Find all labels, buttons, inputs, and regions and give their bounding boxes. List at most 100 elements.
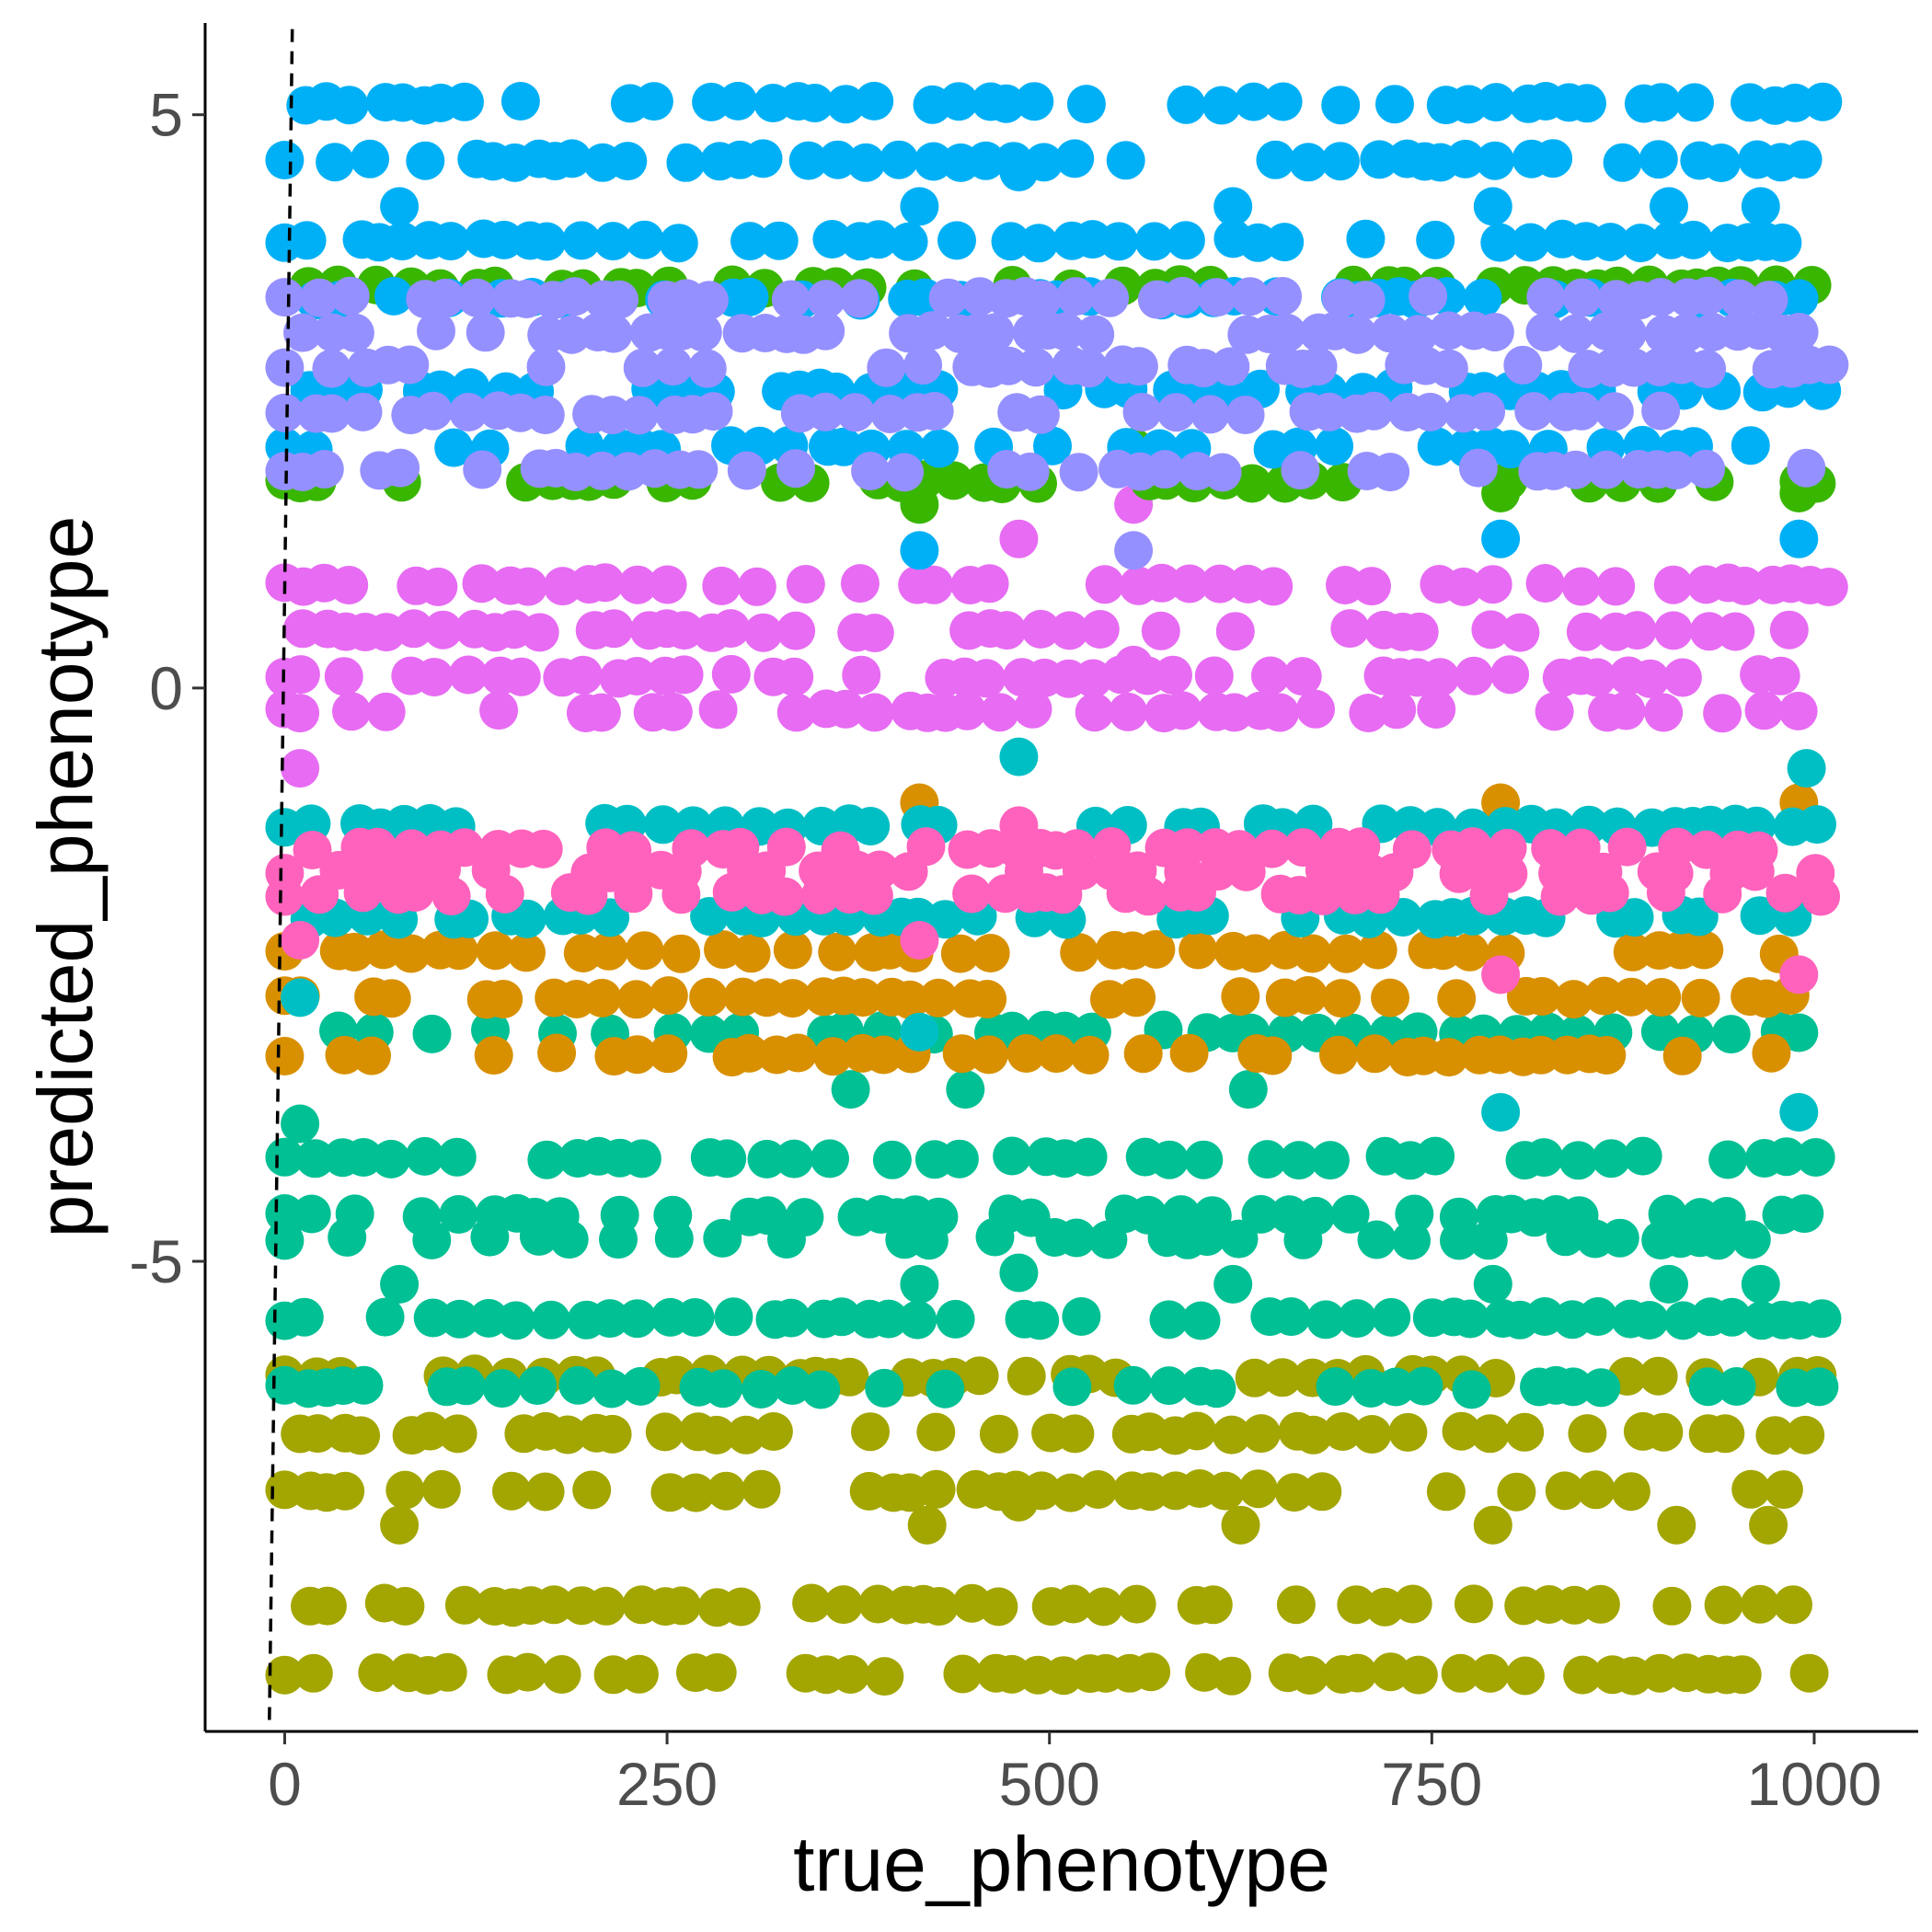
data-point — [1360, 140, 1399, 179]
data-point — [1084, 1587, 1123, 1627]
outlier-point — [900, 1264, 939, 1304]
data-point — [600, 280, 638, 319]
data-point — [731, 934, 771, 973]
series-2 — [265, 783, 1819, 1077]
data-point — [1707, 1197, 1746, 1236]
data-point — [775, 1139, 814, 1179]
data-point — [1558, 1141, 1598, 1180]
data-point — [525, 396, 565, 434]
data-point — [1267, 313, 1306, 352]
data-point — [492, 1471, 531, 1511]
data-point — [1197, 1369, 1236, 1409]
data-point — [1192, 1196, 1232, 1236]
data-point — [281, 655, 320, 695]
data-point — [1149, 1366, 1189, 1406]
data-point — [1722, 1655, 1762, 1695]
data-point — [1238, 1469, 1278, 1509]
data-point — [325, 1035, 364, 1075]
data-point — [552, 139, 592, 178]
data-point — [417, 311, 455, 351]
data-point — [1265, 223, 1305, 262]
data-point — [518, 1366, 558, 1405]
data-point — [335, 932, 374, 972]
data-point — [1019, 224, 1059, 263]
data-point — [1281, 451, 1320, 490]
data-point — [987, 611, 1027, 650]
data-point — [305, 450, 344, 489]
data-point — [1711, 1015, 1751, 1054]
data-point — [1163, 276, 1202, 316]
data-point — [1556, 450, 1595, 489]
outlier-point — [1114, 645, 1154, 684]
data-point — [439, 1195, 478, 1234]
data-point — [1075, 693, 1114, 732]
data-point — [507, 899, 546, 938]
data-point — [295, 1139, 335, 1179]
data-point — [1789, 1653, 1829, 1693]
data-point — [1561, 828, 1601, 868]
data-point — [1809, 568, 1848, 606]
data-point — [1503, 345, 1543, 385]
data-point — [1250, 656, 1290, 696]
data-point — [773, 1366, 812, 1405]
outlier-point — [999, 1482, 1039, 1522]
data-point — [365, 1297, 405, 1337]
data-point — [352, 1036, 391, 1075]
data-point — [1752, 1033, 1791, 1073]
data-point — [585, 563, 625, 603]
data-point — [1587, 1036, 1627, 1075]
outlier-point — [999, 737, 1039, 776]
data-point — [412, 1014, 452, 1053]
data-point — [792, 1583, 832, 1623]
data-point — [1755, 1416, 1795, 1455]
data-point — [344, 1138, 384, 1177]
data-point — [1568, 84, 1606, 123]
data-point — [867, 348, 906, 387]
data-point — [1556, 314, 1595, 353]
data-point — [1296, 689, 1335, 729]
data-point — [1193, 1585, 1233, 1625]
data-point — [1617, 611, 1657, 650]
data-point — [1766, 1137, 1806, 1177]
data-point — [1426, 1472, 1466, 1512]
data-point — [1055, 139, 1095, 178]
data-point — [818, 932, 857, 972]
outlier-point — [281, 1104, 320, 1144]
data-point — [383, 222, 422, 261]
data-point — [1409, 276, 1448, 316]
data-point — [366, 692, 406, 731]
data-point — [634, 82, 673, 121]
outlier-point — [1114, 531, 1154, 570]
data-point — [1731, 1469, 1771, 1509]
data-point — [1774, 1585, 1812, 1625]
data-point — [743, 613, 783, 652]
x-tick-label: 250 — [616, 1750, 718, 1818]
data-point — [466, 313, 505, 352]
data-point — [592, 396, 632, 435]
data-point — [1057, 829, 1097, 868]
outlier-point — [281, 749, 320, 788]
data-point — [943, 1654, 983, 1694]
data-point — [928, 278, 968, 317]
data-point — [351, 139, 390, 178]
data-point — [1046, 312, 1086, 351]
y-axis-title: predicted_phenotype — [22, 516, 109, 1238]
data-point — [1236, 934, 1275, 973]
outlier-point — [281, 921, 320, 960]
data-point — [1393, 1584, 1432, 1624]
data-point — [1688, 1367, 1728, 1407]
data-point — [1708, 1140, 1748, 1179]
data-point — [1309, 392, 1349, 431]
data-point — [1800, 1367, 1839, 1407]
data-point — [1749, 281, 1788, 320]
data-point — [993, 1136, 1032, 1176]
data-point — [690, 897, 730, 936]
data-point — [979, 1414, 1018, 1454]
data-point — [1219, 1219, 1259, 1259]
data-point — [446, 1366, 486, 1406]
data-point — [284, 1297, 324, 1337]
data-point — [707, 1139, 747, 1179]
data-point — [558, 1365, 598, 1405]
data-point — [265, 1655, 305, 1695]
